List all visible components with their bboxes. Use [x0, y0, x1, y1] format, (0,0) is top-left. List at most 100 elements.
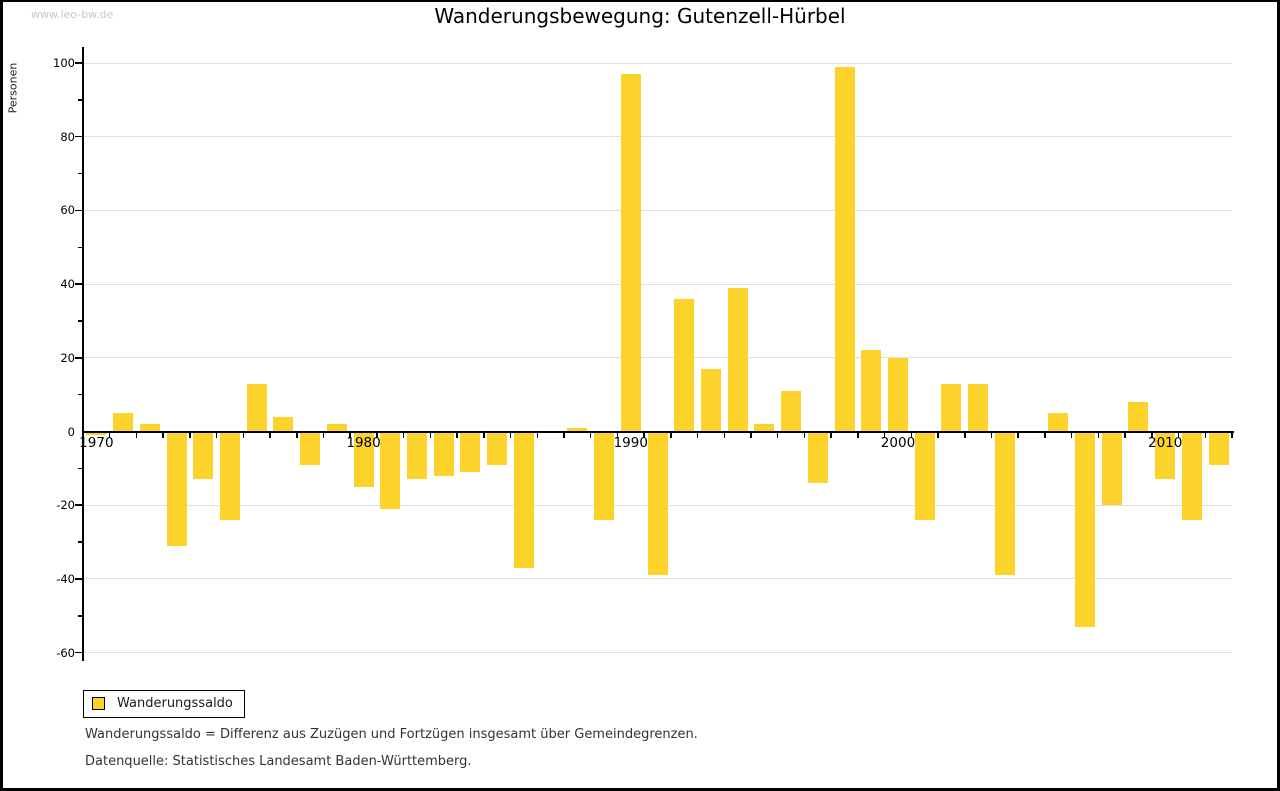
bar-1972: [139, 424, 160, 432]
x-tick-16: [509, 432, 512, 438]
y-tick--40: [74, 578, 82, 580]
bar-2007: [1075, 431, 1096, 627]
legend-box: Wanderungssaldo: [83, 690, 245, 718]
x-tick-13: [429, 432, 432, 438]
chart-title: Wanderungsbewegung: Gutenzell-Hürbel: [434, 4, 846, 28]
x-tick-28: [830, 432, 832, 438]
y-tick-label-60: 60: [60, 203, 75, 218]
x-tick-label-1980: 1980: [346, 435, 381, 451]
bar-1986: [513, 431, 534, 568]
bar-1991: [647, 431, 668, 576]
y-tick--10: [77, 467, 82, 470]
x-tick-22: [670, 432, 672, 438]
x-tick-26: [776, 432, 779, 438]
bar-1981: [380, 431, 401, 509]
y-tick-70: [77, 172, 82, 175]
y-axis-line: [81, 47, 84, 661]
bar-1985: [487, 431, 508, 465]
x-tick-32: [937, 432, 939, 438]
bar-1988: [567, 427, 588, 432]
x-tick-0: [82, 432, 84, 438]
x-tick-34: [990, 432, 993, 438]
x-tick-8: [296, 432, 298, 438]
x-tick-40: [1151, 432, 1153, 438]
gridline--40: [83, 578, 1232, 580]
x-tick-label-1970: 1970: [79, 435, 114, 451]
y-tick-60: [74, 209, 82, 212]
bar-2011: [1181, 431, 1202, 520]
x-tick-37: [1070, 432, 1073, 438]
y-tick--50: [77, 615, 82, 617]
x-tick-1: [108, 432, 111, 438]
y-tick-label--20: -20: [56, 498, 75, 513]
x-tick-14: [456, 432, 458, 438]
x-tick-label-2000: 2000: [880, 435, 916, 451]
bar-1992: [674, 298, 695, 432]
gridline-100: [83, 62, 1232, 64]
gridline-80: [83, 136, 1232, 138]
x-tick-3: [162, 432, 164, 438]
bar-1996: [781, 390, 802, 432]
y-tick-100: [74, 62, 82, 64]
y-tick-label--40: -40: [56, 571, 75, 586]
x-tick-39: [1124, 432, 1126, 438]
y-axis-label: Personen: [6, 62, 20, 114]
x-tick-36: [1044, 432, 1046, 438]
y-tick-label--60: -60: [56, 645, 75, 660]
gridline-60: [83, 209, 1232, 211]
gridline-20: [83, 357, 1232, 359]
x-tick-7: [269, 432, 271, 438]
y-tick-label-0: 0: [67, 424, 75, 439]
legend-label: Wanderungssaldo: [117, 696, 233, 711]
bar-2009: [1128, 402, 1149, 432]
bar-1993: [700, 368, 721, 432]
x-tick-27: [803, 432, 806, 438]
y-tick-80: [74, 135, 82, 138]
y-tick-40: [74, 283, 82, 285]
y-tick--60: [74, 651, 82, 654]
x-tick-10: [349, 432, 351, 438]
bar-2006: [1048, 413, 1069, 432]
bar-2012: [1208, 431, 1229, 465]
x-tick-19: [589, 432, 592, 438]
bar-1997: [807, 431, 828, 484]
y-tick--30: [77, 541, 82, 543]
x-tick-24: [723, 432, 726, 438]
y-tick-label-20: 20: [60, 350, 75, 365]
x-tick-29: [857, 432, 859, 438]
x-tick-35: [1017, 432, 1019, 438]
y-tick-label-40: 40: [60, 277, 75, 292]
bar-1984: [460, 431, 481, 473]
bar-1980: [353, 431, 374, 487]
y-tick-label-80: 80: [60, 129, 75, 144]
watermark: www.leo-bw.de: [31, 8, 114, 21]
y-tick-90: [77, 99, 82, 101]
bar-1983: [433, 431, 454, 476]
x-tick-9: [322, 432, 325, 438]
bar-1971: [113, 413, 134, 432]
y-tick-label-100: 100: [53, 56, 75, 70]
x-tick-33: [964, 432, 966, 438]
bar-1998: [834, 66, 855, 432]
bar-1974: [193, 431, 214, 480]
bar-1978: [300, 431, 321, 465]
bar-2000: [887, 357, 908, 432]
x-tick-38: [1097, 432, 1100, 438]
y-tick-30: [77, 320, 82, 322]
x-tick-18: [563, 432, 565, 438]
bar-1977: [273, 416, 294, 432]
footnote-source: Datenquelle: Statistisches Landesamt Bad…: [85, 754, 472, 769]
bar-2001: [914, 431, 935, 520]
bar-1995: [754, 424, 775, 432]
x-tick-43: [1231, 432, 1233, 438]
x-tick-label-1990: 1990: [613, 435, 648, 451]
x-tick-42: [1204, 432, 1207, 438]
bar-1982: [407, 431, 427, 480]
legend-swatch: [92, 697, 105, 710]
y-tick-10: [77, 393, 82, 396]
y-tick--20: [74, 504, 82, 506]
bar-1970: [86, 431, 107, 436]
x-tick-12: [402, 432, 405, 438]
bar-1994: [727, 287, 748, 432]
